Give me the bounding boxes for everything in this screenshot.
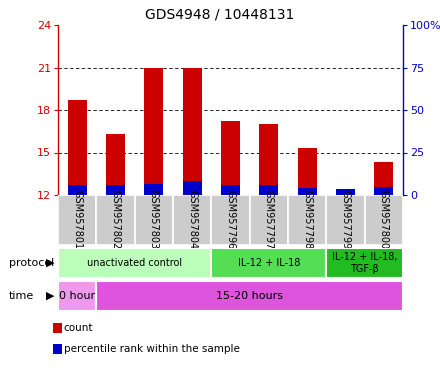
Bar xyxy=(106,185,125,195)
Text: GSM957797: GSM957797 xyxy=(264,190,274,250)
Text: ▶: ▶ xyxy=(46,258,55,268)
Bar xyxy=(221,121,240,195)
Bar xyxy=(326,195,365,245)
Text: percentile rank within the sample: percentile rank within the sample xyxy=(64,344,240,354)
Bar xyxy=(288,195,326,245)
Bar xyxy=(365,195,403,245)
Text: GSM957804: GSM957804 xyxy=(187,190,197,250)
Bar xyxy=(183,181,202,195)
Bar xyxy=(68,185,87,195)
Bar xyxy=(144,184,163,195)
Bar xyxy=(374,162,393,195)
Bar xyxy=(259,124,279,195)
Text: GSM957799: GSM957799 xyxy=(341,190,351,250)
Text: GSM957802: GSM957802 xyxy=(110,190,121,250)
Text: GDS4948 / 10448131: GDS4948 / 10448131 xyxy=(145,8,295,22)
Bar xyxy=(58,195,96,245)
Text: GSM957798: GSM957798 xyxy=(302,190,312,250)
Text: ▶: ▶ xyxy=(46,291,55,301)
Text: 15-20 hours: 15-20 hours xyxy=(216,291,283,301)
Bar xyxy=(68,100,87,195)
Bar xyxy=(297,188,317,195)
Bar xyxy=(374,187,393,195)
Text: count: count xyxy=(64,323,93,333)
Bar xyxy=(96,281,403,311)
Text: GSM957803: GSM957803 xyxy=(149,190,159,250)
Bar xyxy=(336,192,355,195)
Text: GSM957801: GSM957801 xyxy=(72,190,82,250)
Text: protocol: protocol xyxy=(9,258,54,268)
Text: unactivated control: unactivated control xyxy=(87,258,182,268)
Bar xyxy=(135,195,173,245)
Text: GSM957800: GSM957800 xyxy=(379,190,389,250)
Bar xyxy=(297,148,317,195)
Bar xyxy=(106,134,125,195)
Bar xyxy=(326,248,403,278)
Bar xyxy=(173,195,211,245)
Text: GSM957796: GSM957796 xyxy=(225,190,235,250)
Bar xyxy=(211,248,326,278)
Text: 0 hour: 0 hour xyxy=(59,291,95,301)
Text: IL-12 + IL-18: IL-12 + IL-18 xyxy=(238,258,300,268)
Bar xyxy=(259,185,279,195)
Bar xyxy=(336,189,355,195)
Text: IL-12 + IL-18,
TGF-β: IL-12 + IL-18, TGF-β xyxy=(332,252,397,274)
Bar xyxy=(144,68,163,195)
Bar xyxy=(183,68,202,195)
Bar xyxy=(249,195,288,245)
Bar xyxy=(96,195,135,245)
Bar xyxy=(221,185,240,195)
Bar xyxy=(58,248,211,278)
Text: time: time xyxy=(9,291,34,301)
Bar xyxy=(211,195,249,245)
Bar xyxy=(58,281,96,311)
